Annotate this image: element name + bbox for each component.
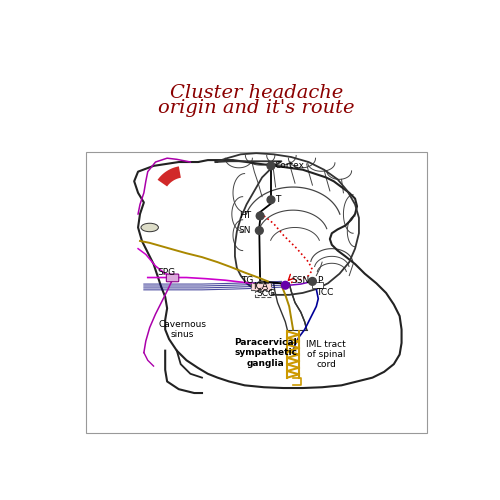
FancyBboxPatch shape bbox=[166, 274, 179, 282]
Text: HT: HT bbox=[239, 210, 251, 220]
Text: SSN: SSN bbox=[291, 276, 310, 285]
Text: Cortex: Cortex bbox=[275, 161, 305, 170]
Polygon shape bbox=[158, 166, 181, 186]
Text: Cluster headache: Cluster headache bbox=[170, 84, 343, 102]
Circle shape bbox=[256, 212, 264, 220]
Bar bbox=[251, 284, 272, 290]
Text: T: T bbox=[275, 196, 280, 204]
Circle shape bbox=[267, 162, 275, 170]
Bar bbox=[312, 282, 324, 288]
Circle shape bbox=[267, 196, 275, 203]
Text: SN: SN bbox=[238, 226, 251, 235]
Text: SPG: SPG bbox=[158, 268, 176, 277]
Text: origin and it's route: origin and it's route bbox=[158, 99, 354, 117]
Bar bbox=[255, 291, 272, 297]
Text: IML tract
of spinal
cord: IML tract of spinal cord bbox=[306, 340, 346, 370]
Circle shape bbox=[256, 226, 263, 234]
Text: SCG: SCG bbox=[256, 289, 276, 298]
Ellipse shape bbox=[141, 223, 158, 232]
Text: Paracervical
sympathetic
ganglia: Paracervical sympathetic ganglia bbox=[234, 338, 298, 368]
Circle shape bbox=[282, 282, 289, 289]
Text: P: P bbox=[317, 276, 322, 285]
Circle shape bbox=[257, 282, 265, 289]
Text: TG: TG bbox=[241, 276, 253, 285]
Text: TCC: TCC bbox=[316, 288, 334, 298]
Text: ICA: ICA bbox=[253, 282, 268, 292]
Text: Cavernous
sinus: Cavernous sinus bbox=[158, 320, 206, 339]
Bar bbox=[86, 152, 426, 434]
Circle shape bbox=[308, 278, 316, 285]
